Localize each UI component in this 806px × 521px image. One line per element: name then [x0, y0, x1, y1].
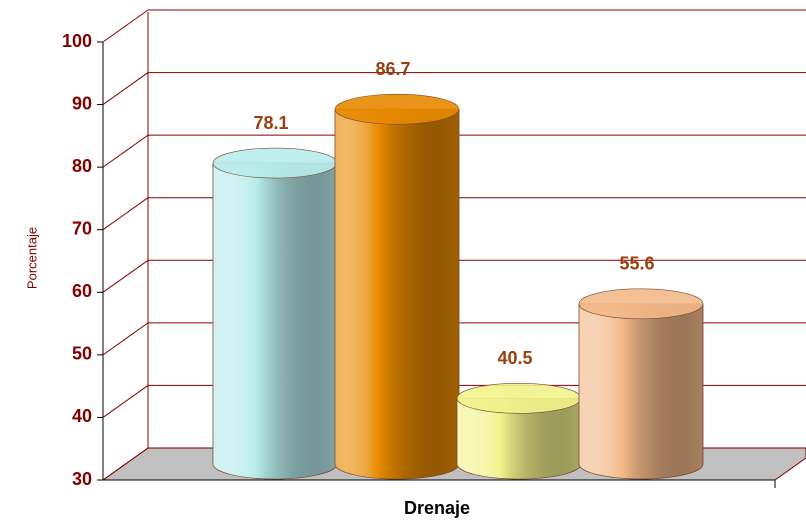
grid-diagonal: [102, 322, 149, 356]
bar: [578, 303, 704, 480]
y-tick-label: 60: [72, 281, 92, 301]
value-label: 86.7: [375, 59, 410, 79]
grid-diagonal: [102, 385, 149, 418]
y-tick-label: 80: [72, 156, 92, 176]
value-label: 40.5: [497, 348, 532, 368]
y-tick-label: 100: [62, 31, 92, 51]
cylinder-top: [578, 288, 704, 320]
y-tick-label: 90: [72, 93, 92, 113]
value-label: 78.1: [253, 113, 288, 133]
y-tick-label: 30: [72, 469, 92, 489]
value-label: 55.6: [619, 254, 654, 274]
grid-diagonal: [102, 72, 149, 105]
grid-diagonal: [102, 9, 149, 43]
y-axis-title: Porcentaje: [24, 227, 39, 289]
bar: [212, 162, 338, 480]
bar: [334, 108, 460, 480]
cylinder-top: [212, 147, 338, 179]
grid-diagonal: [102, 447, 149, 481]
grid-diagonal: [102, 259, 149, 293]
x-axis-title: Drenaje: [404, 498, 470, 518]
cylinder-top: [334, 93, 460, 125]
y-tick-label: 40: [72, 406, 92, 426]
y-tick-label: 70: [72, 218, 92, 238]
bar: [456, 398, 582, 480]
y-tick-label: 50: [72, 344, 92, 364]
grid-diagonal: [102, 134, 149, 168]
cylinder-top: [456, 382, 582, 414]
grid-diagonal: [102, 197, 149, 231]
